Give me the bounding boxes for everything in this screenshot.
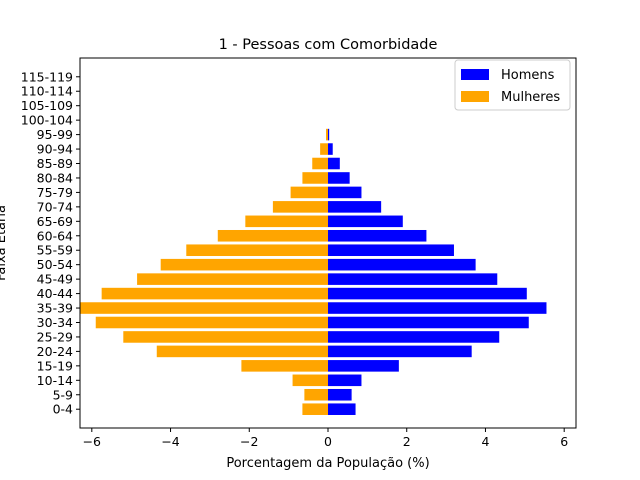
bar-mulheres-10-14 — [292, 374, 328, 387]
bar-homens-20-24 — [328, 345, 472, 358]
y-tick-label-105-109: 105-109 — [21, 98, 73, 113]
x-tick-label: 2 — [403, 434, 411, 449]
bar-homens-90-94 — [328, 143, 333, 155]
x-tick-label: 6 — [560, 434, 568, 449]
x-tick-label: 0 — [324, 434, 332, 449]
bar-mulheres-30-34 — [95, 316, 328, 329]
y-tick-label-50-54: 50-54 — [37, 257, 73, 272]
bar-homens-65-69 — [328, 215, 403, 228]
bar-homens-10-14 — [328, 374, 362, 387]
bar-mulheres-65-69 — [245, 215, 328, 228]
bar-mulheres-50-54 — [160, 258, 328, 271]
bar-mulheres-70-74 — [272, 201, 328, 213]
legend-swatch-mulheres — [461, 91, 489, 102]
bar-homens-50-54 — [328, 258, 476, 271]
bar-homens-5-9 — [328, 388, 352, 401]
y-tick-label-25-29: 25-29 — [37, 329, 73, 344]
bar-homens-75-79 — [328, 186, 362, 199]
chart-title: 1 - Pessoas com Comorbidade — [219, 37, 438, 53]
legend: Homens Mulheres — [454, 59, 571, 111]
bar-homens-45-49 — [328, 273, 498, 285]
bar-homens-95-99 — [328, 128, 330, 141]
y-tick-label-10-14: 10-14 — [37, 373, 73, 388]
bar-homens-80-84 — [328, 172, 350, 184]
y-tick-label-75-79: 75-79 — [37, 185, 73, 200]
y-tick-label-30-34: 30-34 — [37, 315, 73, 330]
x-tick-label: −2 — [240, 434, 258, 449]
bar-mulheres-55-59 — [186, 244, 328, 257]
bar-homens-30-34 — [328, 316, 529, 329]
bar-homens-60-64 — [328, 229, 427, 242]
bar-homens-70-74 — [328, 201, 382, 213]
bar-mulheres-85-89 — [312, 157, 328, 170]
x-tick-label: 4 — [481, 434, 489, 449]
y-tick-label-90-94: 90-94 — [37, 142, 73, 157]
y-tick-label-45-49: 45-49 — [37, 272, 73, 287]
bar-mulheres-25-29 — [123, 331, 328, 343]
bar-mulheres-80-84 — [302, 172, 328, 184]
y-tick-label-80-84: 80-84 — [37, 170, 73, 185]
y-axis-ticks: 0-45-910-1415-1920-2425-2930-3435-3940-4… — [21, 69, 80, 417]
y-tick-label-0-4: 0-4 — [53, 402, 73, 417]
bar-mulheres-60-64 — [217, 229, 328, 242]
y-tick-label-5-9: 5-9 — [53, 387, 73, 402]
bar-mulheres-35-39 — [80, 302, 328, 314]
bar-mulheres-90-94 — [320, 143, 328, 155]
bar-mulheres-20-24 — [156, 345, 328, 358]
bars-group — [80, 128, 547, 415]
bar-mulheres-75-79 — [290, 186, 328, 199]
y-tick-label-65-69: 65-69 — [37, 214, 73, 229]
x-tick-label: −6 — [83, 434, 101, 449]
y-tick-label-70-74: 70-74 — [37, 199, 73, 214]
y-tick-label-55-59: 55-59 — [37, 243, 73, 258]
y-axis-label: Faixa Etária — [0, 205, 9, 281]
y-tick-label-110-114: 110-114 — [21, 84, 73, 99]
bar-homens-35-39 — [328, 302, 547, 314]
bar-homens-40-44 — [328, 287, 527, 300]
legend-label-homens: Homens — [501, 68, 555, 83]
bar-homens-0-4 — [328, 403, 356, 415]
bar-mulheres-40-44 — [101, 287, 329, 300]
bar-mulheres-45-49 — [137, 273, 328, 285]
legend-label-mulheres: Mulheres — [501, 90, 560, 105]
bar-mulheres-0-4 — [302, 403, 328, 415]
y-tick-label-20-24: 20-24 — [37, 344, 73, 359]
x-axis-ticks: −6 −4 −2 0 2 4 6 — [83, 428, 568, 449]
y-tick-label-95-99: 95-99 — [37, 127, 73, 142]
bar-homens-15-19 — [328, 360, 399, 372]
y-tick-label-35-39: 35-39 — [37, 301, 73, 316]
bar-homens-25-29 — [328, 331, 500, 343]
bar-homens-85-89 — [328, 157, 340, 170]
bar-mulheres-5-9 — [304, 388, 328, 401]
x-axis-label: Porcentagem da População (%) — [226, 456, 429, 471]
y-tick-label-115-119: 115-119 — [21, 69, 73, 84]
y-tick-label-85-89: 85-89 — [37, 156, 73, 171]
y-tick-label-40-44: 40-44 — [37, 286, 73, 301]
bar-mulheres-15-19 — [241, 360, 328, 372]
legend-swatch-homens — [461, 69, 489, 80]
y-tick-label-15-19: 15-19 — [37, 358, 73, 373]
y-tick-label-60-64: 60-64 — [37, 228, 73, 243]
x-tick-label: −4 — [161, 434, 179, 449]
bar-homens-55-59 — [328, 244, 454, 257]
bar-mulheres-95-99 — [326, 128, 328, 141]
y-tick-label-100-104: 100-104 — [21, 113, 73, 128]
plot-frame — [79, 57, 577, 429]
